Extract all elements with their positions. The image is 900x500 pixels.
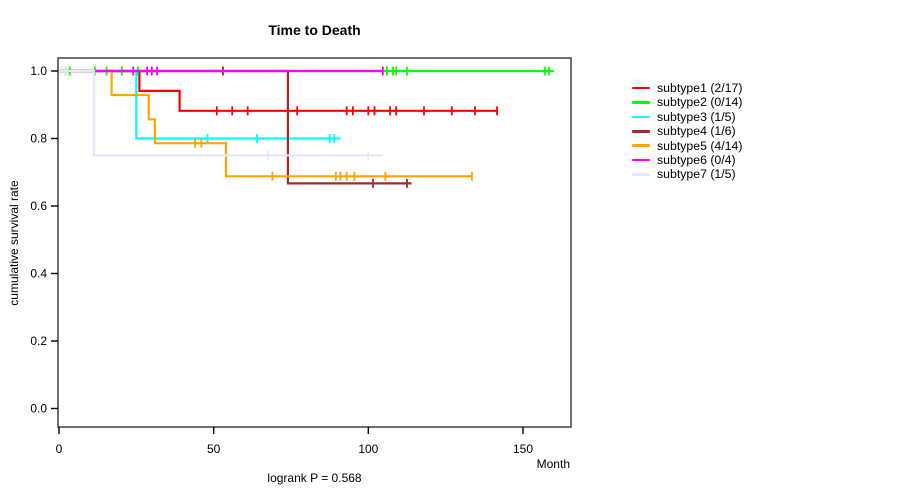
y-tick-label: 0.6 xyxy=(30,199,47,213)
legend-color-line xyxy=(632,158,650,162)
legend-color-line xyxy=(632,86,650,90)
km-curve-subtype7 xyxy=(59,69,383,157)
legend-color-line xyxy=(632,144,650,148)
x-tick-label: 100 xyxy=(358,442,378,456)
legend-item: subtype6 (0/4) xyxy=(632,153,742,167)
y-tick-label: 0.4 xyxy=(30,267,47,281)
km-curve-subtype1 xyxy=(59,69,497,112)
x-axis-label: Month xyxy=(536,457,570,471)
legend-color-line xyxy=(632,101,650,104)
legend-color-line xyxy=(632,130,650,133)
legend-color-line xyxy=(632,115,650,119)
legend-item: subtype5 (4/14) xyxy=(632,139,742,153)
km-curve-subtype5 xyxy=(59,69,472,178)
x-tick-label: 0 xyxy=(56,442,63,456)
legend-item: subtype4 (1/6) xyxy=(632,124,742,138)
x-tick-label: 50 xyxy=(207,442,221,456)
y-tick-label: 1.0 xyxy=(30,64,47,78)
plot-box xyxy=(57,57,572,428)
legend-item: subtype2 (0/14) xyxy=(632,95,742,109)
legend: subtype1 (2/17) subtype2 (0/14) subtype3 (… xyxy=(632,81,742,182)
x-tick-label: 150 xyxy=(513,442,533,456)
legend-label: subtype3 (1/5) xyxy=(657,109,736,124)
chart-title: Time to Death xyxy=(268,22,361,38)
legend-label: subtype7 (1/5) xyxy=(657,167,736,182)
legend-label: subtype4 (1/6) xyxy=(657,124,736,139)
legend-label: subtype2 (0/14) xyxy=(657,95,743,110)
y-tick-label: 0.2 xyxy=(30,334,47,348)
logrank-pvalue: logrank P = 0.568 xyxy=(267,471,362,485)
legend-label: subtype1 (2/17) xyxy=(657,81,743,96)
y-tick-label: 0.8 xyxy=(30,132,47,146)
legend-label: subtype5 (4/14) xyxy=(657,138,743,153)
legend-color-line xyxy=(632,173,650,176)
legend-item: subtype3 (1/5) xyxy=(632,110,742,124)
legend-item: subtype7 (1/5) xyxy=(632,167,742,181)
legend-label: subtype6 (0/4) xyxy=(657,153,736,167)
km-curve-subtype3 xyxy=(59,69,341,140)
y-tick-label: 0.0 xyxy=(30,402,47,416)
legend-item: subtype1 (2/17) xyxy=(632,81,742,95)
